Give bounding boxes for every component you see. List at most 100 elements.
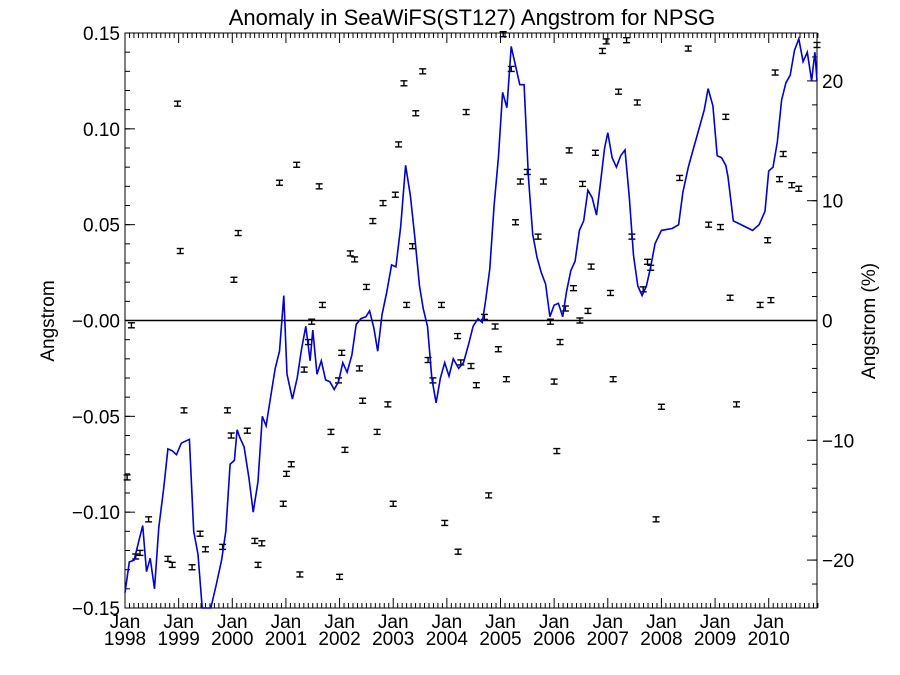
errorbar-point: [437, 301, 445, 309]
errorbar-point: [598, 47, 606, 55]
errorbar-point: [391, 191, 399, 198]
errorbar-point: [123, 474, 131, 481]
y2-tick-label: 0: [822, 312, 833, 333]
errorbar-point: [355, 365, 363, 372]
errorbar-point: [168, 561, 176, 569]
errorbar-point: [258, 540, 266, 547]
y2-tick-label: 20: [822, 72, 843, 93]
errorbar-point: [584, 307, 592, 315]
errorbar-point: [373, 428, 381, 436]
errorbar-point: [243, 427, 251, 434]
x-tick-label-month: Jan: [539, 612, 570, 633]
x-tick-label-month: Jan: [753, 612, 784, 633]
errorbar-point: [556, 338, 564, 346]
errorbar-point: [534, 233, 542, 240]
y-tick-label: 0.05: [83, 216, 120, 237]
errorbar-point: [615, 88, 623, 95]
errorbar-point: [602, 38, 610, 45]
errorbar-point: [716, 223, 724, 231]
errorbar-point: [591, 149, 599, 156]
errorbar-point: [327, 428, 335, 436]
x-tick-label-year: 1998: [104, 629, 146, 650]
errorbar-point: [788, 181, 796, 189]
y-tick-label: −0.15: [72, 599, 120, 620]
errorbar-point: [275, 179, 283, 186]
y-tick-label: 0.10: [83, 120, 120, 141]
errorbar-point: [293, 161, 301, 168]
x-tick-label-month: Jan: [163, 612, 194, 633]
errorbar-point: [480, 313, 488, 321]
chart-title: Anomaly in SeaWiFS(ST127) Angstrom for N…: [229, 5, 716, 30]
plot-area: Jan1998Jan1999Jan2000Jan2001Jan2002Jan20…: [72, 24, 854, 650]
x-tick-label-year: 2002: [318, 629, 360, 650]
errorbar-point: [336, 573, 344, 581]
errorbar-point: [279, 500, 287, 507]
x-axis-ticks: Jan1998Jan1999Jan2000Jan2001Jan2002Jan20…: [104, 33, 819, 650]
x-tick-label-month: Jan: [378, 612, 409, 633]
x-tick-label-year: 2001: [265, 629, 307, 650]
errorbar-point: [775, 175, 783, 183]
errorbar-point: [539, 178, 547, 185]
x-tick-label-month: Jan: [592, 612, 623, 633]
errorbar-point: [553, 447, 561, 455]
errorbar-point: [315, 183, 323, 190]
errorbar-point: [722, 113, 730, 121]
x-tick-label-year: 1999: [158, 629, 200, 650]
errorbar-point: [499, 30, 507, 38]
errorbar-point: [813, 41, 821, 49]
y-axis-label: Angstrom: [38, 280, 59, 361]
errorbar-point: [623, 36, 631, 44]
x-tick-label-month: Jan: [432, 612, 463, 633]
errorbar-point: [180, 407, 188, 414]
errorbar-point: [502, 375, 510, 383]
x-tick-label-month: Jan: [271, 612, 302, 633]
errorbar-point: [127, 322, 135, 329]
x-tick-label-month: Jan: [324, 612, 355, 633]
errorbar-point: [454, 332, 462, 340]
errorbar-point: [546, 318, 554, 325]
errorbar-point: [351, 256, 359, 263]
y-axis-ticks: −0.15 −0.10 −0.05 −0.00 0.05 0.10 0.15: [72, 24, 135, 620]
x-tick-label-month: Jan: [110, 612, 141, 633]
errorbar-point: [308, 318, 316, 325]
errorbar-point: [145, 516, 153, 523]
errorbar-point: [196, 530, 204, 537]
errorbar-point: [359, 397, 367, 404]
errorbar-point: [491, 323, 499, 330]
errorbar-point: [676, 174, 684, 182]
errorbar-point: [733, 401, 741, 408]
errorbar-point: [454, 548, 462, 555]
errorbar-point: [726, 294, 734, 301]
x-tick-label-month: Jan: [646, 612, 677, 633]
errorbar-point: [705, 221, 713, 228]
errorbar-point: [318, 301, 326, 309]
errorbar-point: [467, 362, 475, 370]
errorbar-point: [362, 283, 370, 291]
errorbar-point: [176, 247, 184, 255]
errorbar-point: [576, 317, 584, 324]
errorbar-point: [771, 69, 779, 76]
errorbar-point: [369, 217, 377, 225]
errorbar-point: [346, 250, 354, 257]
errorbar-point: [174, 100, 182, 107]
errorbar-point: [779, 150, 787, 158]
errorbar-point: [403, 301, 411, 309]
errorbar-point: [379, 199, 387, 207]
errorbar-point: [254, 561, 262, 569]
x-tick-label-year: 2007: [587, 629, 629, 650]
y2-tick-label: −20: [822, 551, 854, 572]
y-tick-label: −0.05: [72, 407, 120, 428]
errorbar-point: [767, 296, 775, 304]
y2-axis-ticks: −20 −10 0 10 20: [807, 32, 854, 609]
errorbar-point: [251, 537, 259, 545]
errorbar-point: [485, 492, 493, 499]
errorbar-point: [565, 147, 573, 154]
errorbar-point: [657, 403, 665, 410]
x-tick-label-year: 2006: [533, 629, 575, 650]
angstrom-anomaly-line: [124, 35, 818, 609]
errorbar-point: [494, 346, 502, 353]
x-tick-label-year: 2003: [372, 629, 414, 650]
errorbar-point: [227, 432, 235, 439]
errorbar-point: [756, 301, 764, 309]
